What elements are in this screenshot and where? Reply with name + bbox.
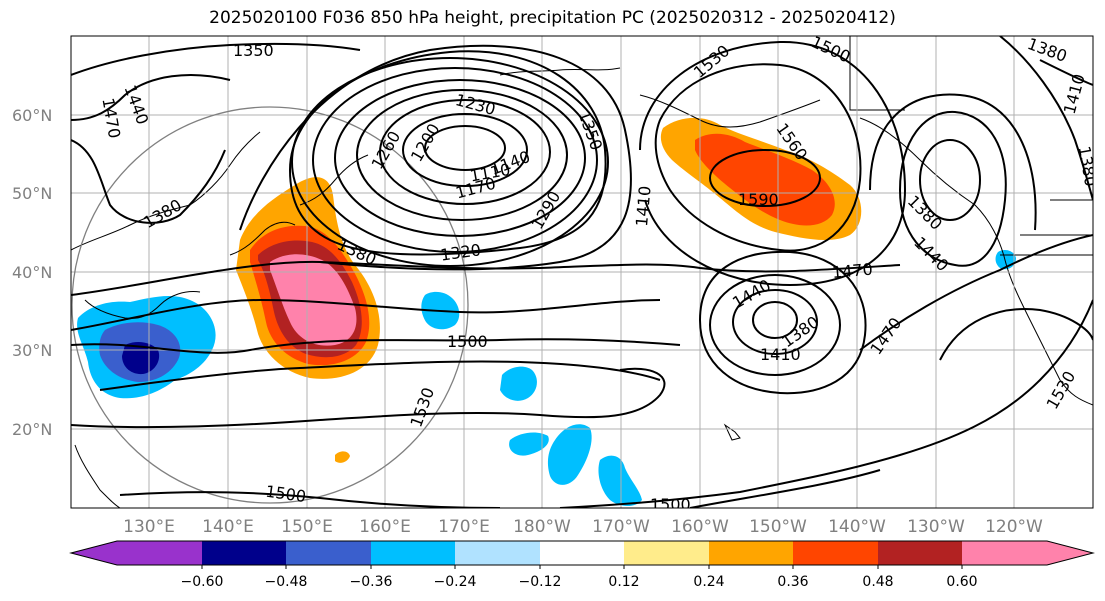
contour-label: 1410 — [632, 185, 654, 227]
colorbar-segment — [371, 541, 455, 565]
lon-label: 180°W — [513, 517, 571, 537]
colorbar-tick-label: 0.12 — [608, 574, 639, 590]
colorbar-tick-label: −0.24 — [434, 574, 477, 590]
colorbar-segment — [71, 541, 202, 565]
lon-label: 170°W — [592, 517, 650, 537]
lon-label: 160°W — [671, 517, 729, 537]
contour-label: 1590 — [738, 190, 779, 209]
colorbar: −0.60 −0.48 −0.36 −0.24 −0.12 0.12 0.24 … — [69, 540, 1095, 590]
lon-label: 150°W — [749, 517, 807, 537]
lon-label: 150°E — [281, 517, 333, 537]
colorbar-segment — [962, 541, 1093, 565]
colorbar-tick-label: 0.60 — [946, 574, 977, 590]
contour-label: 1500 — [447, 332, 488, 351]
colorbar-segment — [793, 541, 878, 565]
colorbar-labels: −0.60 −0.48 −0.36 −0.24 −0.12 0.12 0.24 … — [181, 574, 978, 590]
lat-label-40n: 40°N — [12, 263, 52, 282]
colorbar-tick-label: −0.36 — [350, 574, 393, 590]
colorbar-segments — [71, 541, 1093, 565]
colorbar-outline — [69, 540, 1095, 566]
colorbar-tick-label: −0.48 — [265, 574, 308, 590]
coastlines — [71, 36, 1093, 508]
lon-label: 130°W — [907, 517, 965, 537]
longitude-labels: 130°E 140°E 150°E 160°E 170°E 180°W 170°… — [123, 517, 1043, 537]
lon-label: 170°E — [438, 517, 490, 537]
colorbar-segment — [624, 541, 709, 565]
lon-label: 120°W — [985, 517, 1043, 537]
lat-label-30n: 30°N — [12, 341, 52, 360]
colorbar-tick-label: 0.36 — [777, 574, 808, 590]
map-title: 2025020100 F036 850 hPa height, precipit… — [209, 8, 896, 28]
lon-label: 130°E — [123, 517, 175, 537]
map-area: 1350 1470 1440 1380 1260 1200 1230 1140 … — [71, 36, 1093, 514]
contour-label: 1470 — [831, 259, 873, 281]
colorbar-segment — [286, 541, 371, 565]
colorbar-segment — [455, 541, 540, 565]
graticule — [71, 36, 1093, 508]
latitude-labels: 60°N 50°N 40°N 30°N 20°N — [12, 106, 52, 439]
lat-label-50n: 50°N — [12, 184, 52, 203]
colorbar-ticks — [201, 565, 963, 569]
lat-label-20n: 20°N — [12, 420, 52, 439]
contour-label: 1350 — [233, 41, 274, 60]
colorbar-tick-label: −0.60 — [181, 574, 224, 590]
colorbar-segment — [202, 541, 286, 565]
colorbar-tick-label: 0.24 — [693, 574, 724, 590]
colorbar-tick-label: −0.12 — [519, 574, 562, 590]
map-frame — [70, 35, 1094, 509]
colorbar-segment — [540, 541, 624, 565]
lat-label-60n: 60°N — [12, 106, 52, 125]
colorbar-segment — [709, 541, 793, 565]
range-circle — [71, 106, 469, 504]
lon-label: 140°W — [828, 517, 886, 537]
contour-label: 1500 — [650, 495, 691, 514]
contour-label: 1410 — [760, 345, 801, 364]
height-contours — [71, 36, 1093, 508]
lon-label: 140°E — [202, 517, 254, 537]
colorbar-segment — [878, 541, 962, 565]
colorbar-tick-label: 0.48 — [862, 574, 893, 590]
lon-label: 160°E — [359, 517, 411, 537]
